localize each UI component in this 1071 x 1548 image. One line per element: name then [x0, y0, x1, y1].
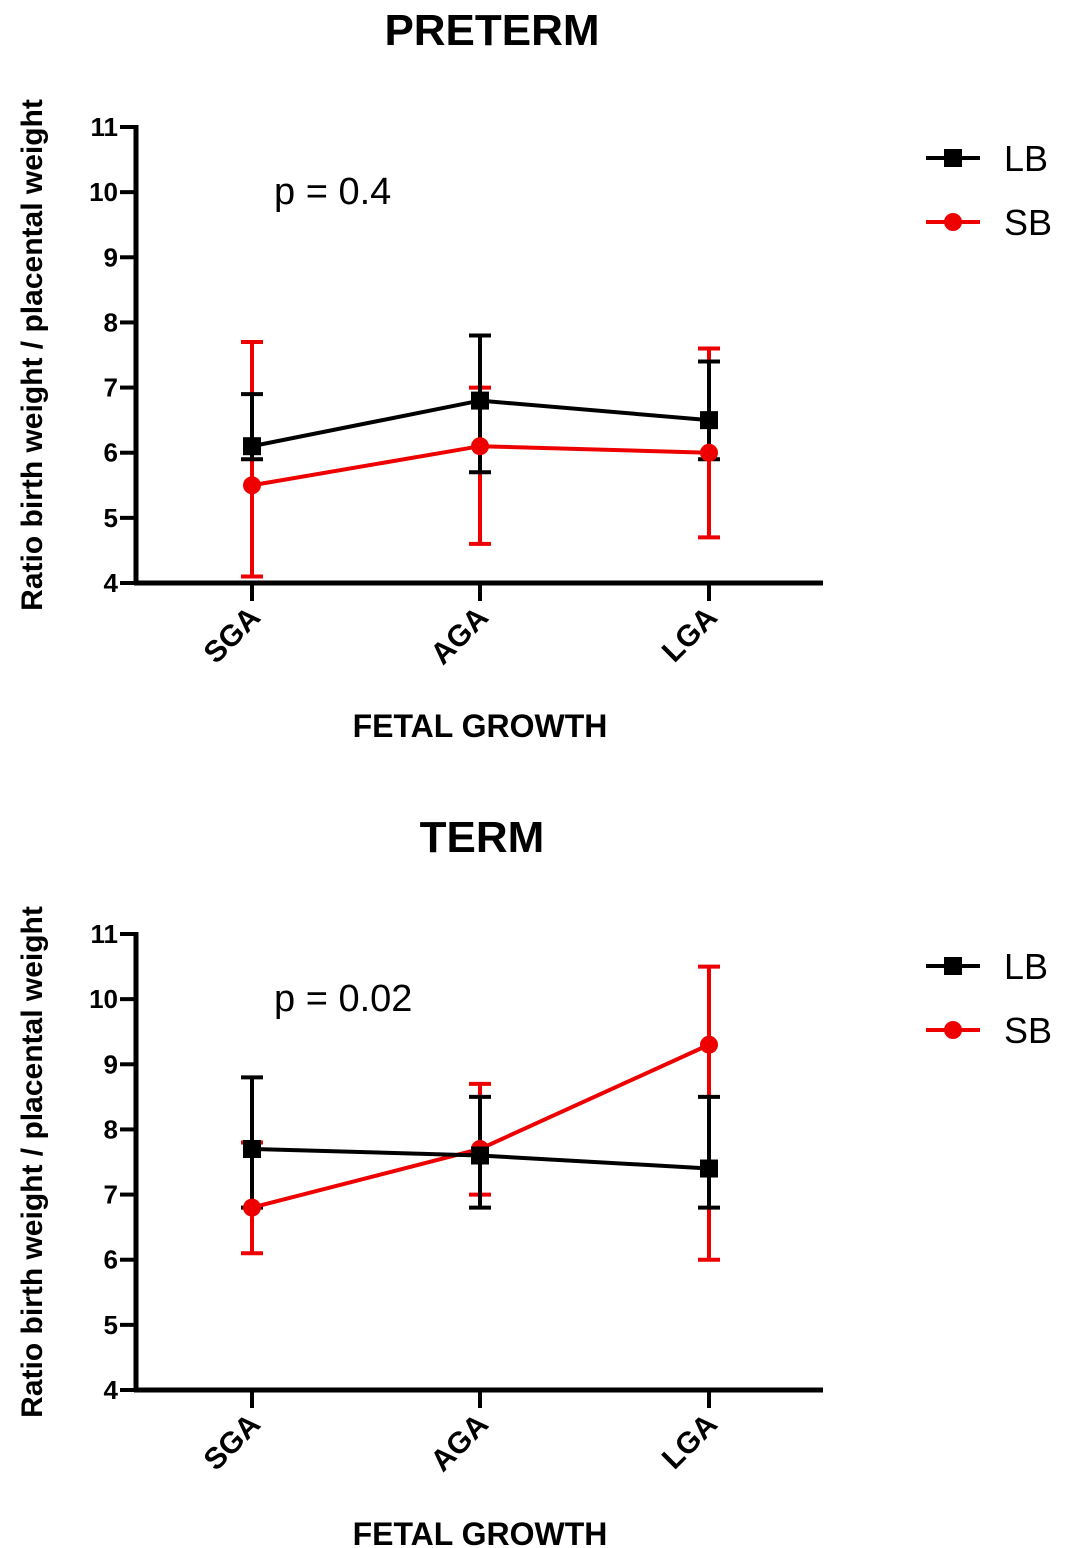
y-tick-label: 10: [89, 984, 118, 1014]
data-point-sb: [700, 1035, 718, 1054]
y-tick-label: 4: [104, 568, 119, 598]
legend-label-sb: SB: [1004, 1010, 1052, 1051]
legend-label-lb: LB: [1004, 138, 1048, 179]
x-tick-label: LGA: [656, 1408, 724, 1476]
data-point-sb: [700, 443, 718, 462]
axes: 4 5 6 7 8 9 10 11 SGA AGA LGA: [89, 112, 823, 671]
x-tick-label: AGA: [424, 601, 494, 671]
legend-marker-lb: [944, 957, 962, 975]
x-axis-label: FETAL GROWTH: [353, 708, 608, 744]
legend: LB SB: [926, 946, 1052, 1051]
y-tick-label: 8: [104, 1114, 118, 1144]
y-tick-label: 7: [104, 373, 118, 403]
x-tick-label: LGA: [656, 601, 724, 669]
x-tick-label: SGA: [198, 601, 267, 670]
data-point-lb: [471, 1146, 489, 1165]
data-point-lb: [471, 391, 489, 410]
axes: 4 5 6 7 8 9 10 11 SGA AGA LGA: [89, 919, 823, 1478]
data-point-lb: [700, 411, 718, 430]
chart-title: TERM: [420, 813, 545, 862]
error-bars: [241, 333, 720, 579]
y-tick-label: 11: [91, 112, 119, 142]
y-axis-label: Ratio birth weight / placental weight: [16, 906, 49, 1418]
y-tick-label: 5: [104, 503, 118, 533]
data-point-lb: [700, 1159, 718, 1178]
x-tick-label: AGA: [424, 1408, 494, 1478]
data-point-sb: [243, 476, 261, 495]
p-value-annotation: p = 0.4: [274, 171, 391, 213]
x-tick-label: SGA: [198, 1408, 267, 1477]
y-tick-label: 8: [104, 307, 118, 337]
chart-panel-preterm: PRETERM Ratio birth weight / placental w…: [16, 6, 1052, 744]
y-tick-label: 6: [104, 1245, 118, 1275]
legend-label-lb: LB: [1004, 946, 1048, 987]
y-tick-label: 7: [104, 1180, 118, 1210]
y-tick-label: 10: [89, 177, 118, 207]
legend: LB SB: [926, 138, 1052, 243]
legend-marker-sb: [944, 1021, 962, 1039]
x-axis-label: FETAL GROWTH: [353, 1516, 608, 1548]
data-markers: [243, 1035, 718, 1217]
legend-marker-lb: [944, 149, 962, 167]
data-point-lb: [243, 1139, 261, 1158]
y-tick-label: 9: [104, 1049, 118, 1079]
chart-panel-term: TERM Ratio birth weight / placental weig…: [16, 813, 1052, 1548]
y-axis-label: Ratio birth weight / placental weight: [16, 99, 49, 611]
y-tick-label: 4: [104, 1375, 119, 1405]
y-tick-label: 11: [91, 919, 119, 949]
legend-label-sb: SB: [1004, 202, 1052, 243]
chart-title: PRETERM: [384, 6, 599, 55]
y-tick-label: 9: [104, 242, 118, 272]
data-point-lb: [243, 437, 261, 456]
error-bars: [241, 964, 720, 1262]
data-markers: [243, 391, 718, 495]
y-tick-label: 6: [104, 438, 118, 468]
data-point-sb: [243, 1198, 261, 1217]
p-value-annotation: p = 0.02: [274, 978, 412, 1020]
legend-marker-sb: [944, 213, 962, 231]
data-point-sb: [471, 437, 489, 456]
y-tick-label: 5: [104, 1310, 118, 1340]
